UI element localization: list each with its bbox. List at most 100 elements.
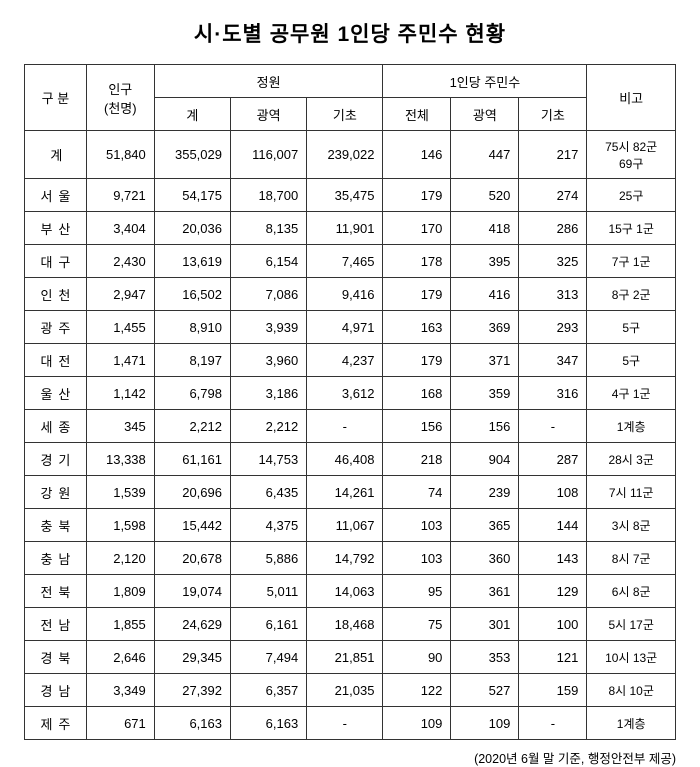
table-row: 전남1,85524,6296,16118,468753011005시 17군 xyxy=(25,608,676,641)
cell-qt: 8,910 xyxy=(154,311,230,344)
table-header: 구 분 인구(천명) 정원 1인당 주민수 비고 계 광역 기초 전체 광역 기… xyxy=(25,65,676,131)
table-row: 제주6716,1636,163-109109-1계층 xyxy=(25,707,676,740)
cell-qm: 7,086 xyxy=(230,278,306,311)
cell-note: 75시 82군69구 xyxy=(587,131,676,179)
cell-qb: - xyxy=(307,707,383,740)
cell-qm: 4,375 xyxy=(230,509,306,542)
cell-qb: 4,237 xyxy=(307,344,383,377)
cell-note: 5시 17군 xyxy=(587,608,676,641)
cell-qm: 6,163 xyxy=(230,707,306,740)
header-per-total: 전체 xyxy=(383,98,451,131)
table-body: 계 51,840 355,029 116,007 239,022 146 447… xyxy=(25,131,676,740)
table-row: 부산3,40420,0368,13511,90117041828615구 1군 xyxy=(25,212,676,245)
row-label: 충남 xyxy=(25,542,87,575)
cell-note: 6시 8군 xyxy=(587,575,676,608)
table-row: 인천2,94716,5027,0869,4161794163138구 2군 xyxy=(25,278,676,311)
cell-pop: 1,855 xyxy=(86,608,154,641)
cell-qm: 2,212 xyxy=(230,410,306,443)
row-label: 대전 xyxy=(25,344,87,377)
cell-qt: 29,345 xyxy=(154,641,230,674)
cell-qt: 8,197 xyxy=(154,344,230,377)
cell-pop: 2,947 xyxy=(86,278,154,311)
cell-pt: 122 xyxy=(383,674,451,707)
header-quota-total: 계 xyxy=(154,98,230,131)
cell-pb: - xyxy=(519,707,587,740)
cell-pm: 520 xyxy=(451,179,519,212)
cell-qb: 35,475 xyxy=(307,179,383,212)
cell-pt: 179 xyxy=(383,344,451,377)
cell-pt: 109 xyxy=(383,707,451,740)
cell-note: 15구 1군 xyxy=(587,212,676,245)
row-label: 경북 xyxy=(25,641,87,674)
cell-pop: 9,721 xyxy=(86,179,154,212)
cell-pt: 179 xyxy=(383,278,451,311)
cell-pop: 1,598 xyxy=(86,509,154,542)
cell-qm: 6,357 xyxy=(230,674,306,707)
cell-pb: 217 xyxy=(519,131,587,179)
cell-note: 7구 1군 xyxy=(587,245,676,278)
cell-qb: 21,851 xyxy=(307,641,383,674)
cell-qb: 3,612 xyxy=(307,377,383,410)
cell-qb: 21,035 xyxy=(307,674,383,707)
cell-qb: 14,792 xyxy=(307,542,383,575)
cell-qm: 8,135 xyxy=(230,212,306,245)
cell-qb: 239,022 xyxy=(307,131,383,179)
cell-pm: 156 xyxy=(451,410,519,443)
cell-qt: 6,798 xyxy=(154,377,230,410)
cell-qb: 14,063 xyxy=(307,575,383,608)
cell-pt: 163 xyxy=(383,311,451,344)
cell-pt: 156 xyxy=(383,410,451,443)
row-label: 인천 xyxy=(25,278,87,311)
cell-pop: 1,142 xyxy=(86,377,154,410)
header-quota-metro: 광역 xyxy=(230,98,306,131)
header-population: 인구(천명) xyxy=(86,65,154,131)
row-label: 경남 xyxy=(25,674,87,707)
row-label: 부산 xyxy=(25,212,87,245)
cell-pb: 144 xyxy=(519,509,587,542)
cell-note: 8시 10군 xyxy=(587,674,676,707)
cell-pop: 51,840 xyxy=(86,131,154,179)
cell-qm: 6,435 xyxy=(230,476,306,509)
cell-pop: 3,349 xyxy=(86,674,154,707)
row-label: 계 xyxy=(25,131,87,179)
cell-note: 25구 xyxy=(587,179,676,212)
cell-pb: 313 xyxy=(519,278,587,311)
cell-note: 28시 3군 xyxy=(587,443,676,476)
cell-pt: 75 xyxy=(383,608,451,641)
cell-pop: 1,809 xyxy=(86,575,154,608)
header-per-basic: 기초 xyxy=(519,98,587,131)
table-row: 울산1,1426,7983,1863,6121683593164구 1군 xyxy=(25,377,676,410)
table-row: 대전1,4718,1973,9604,2371793713475구 xyxy=(25,344,676,377)
total-row: 계 51,840 355,029 116,007 239,022 146 447… xyxy=(25,131,676,179)
cell-qt: 13,619 xyxy=(154,245,230,278)
cell-pop: 671 xyxy=(86,707,154,740)
cell-qt: 54,175 xyxy=(154,179,230,212)
row-label: 충북 xyxy=(25,509,87,542)
table-row: 충북1,59815,4424,37511,0671033651443시 8군 xyxy=(25,509,676,542)
cell-pm: 365 xyxy=(451,509,519,542)
cell-qb: - xyxy=(307,410,383,443)
cell-pb: 293 xyxy=(519,311,587,344)
header-note: 비고 xyxy=(587,65,676,131)
cell-pm: 109 xyxy=(451,707,519,740)
row-label: 서울 xyxy=(25,179,87,212)
cell-pb: 287 xyxy=(519,443,587,476)
cell-pt: 103 xyxy=(383,542,451,575)
cell-pm: 371 xyxy=(451,344,519,377)
cell-pm: 360 xyxy=(451,542,519,575)
cell-pb: 286 xyxy=(519,212,587,245)
cell-pt: 218 xyxy=(383,443,451,476)
row-label: 대구 xyxy=(25,245,87,278)
cell-qt: 61,161 xyxy=(154,443,230,476)
cell-pop: 3,404 xyxy=(86,212,154,245)
cell-pt: 178 xyxy=(383,245,451,278)
cell-qm: 116,007 xyxy=(230,131,306,179)
cell-qt: 20,036 xyxy=(154,212,230,245)
cell-pb: 121 xyxy=(519,641,587,674)
cell-qb: 4,971 xyxy=(307,311,383,344)
table-row: 전북1,80919,0745,01114,063953611296시 8군 xyxy=(25,575,676,608)
table-row: 세종3452,2122,212-156156-1계층 xyxy=(25,410,676,443)
cell-note: 1계층 xyxy=(587,707,676,740)
cell-pm: 447 xyxy=(451,131,519,179)
cell-qt: 27,392 xyxy=(154,674,230,707)
